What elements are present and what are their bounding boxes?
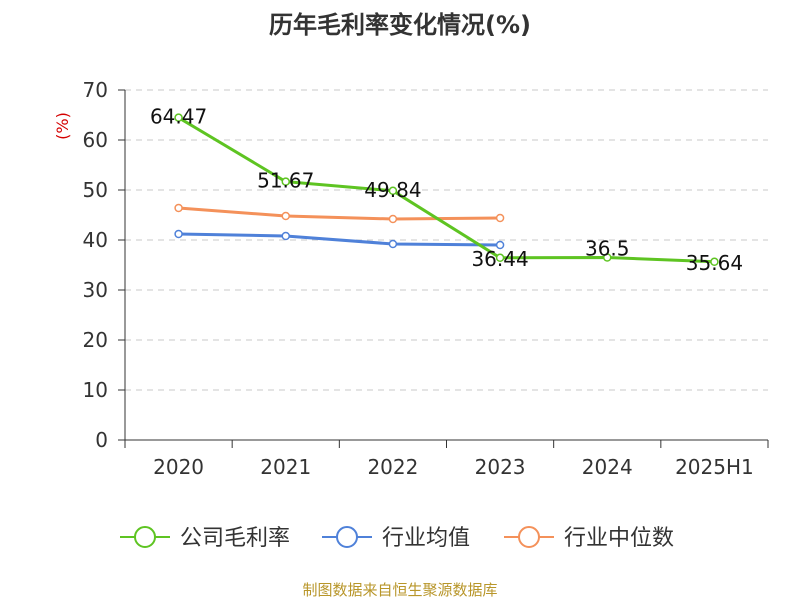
y-axis-label: (%) [53, 112, 72, 140]
legend-marker-1 [336, 526, 358, 548]
data-point-1-1 [281, 231, 290, 241]
x-tick-label: 2025H1 [675, 455, 754, 479]
y-tick-label: 50 [83, 178, 108, 202]
y-tick-labels: 0 10 20 30 40 50 60 70 [83, 78, 108, 452]
data-point-2-2 [388, 214, 398, 224]
data-point-0-5 [710, 257, 719, 267]
legend-label: 公司毛利率 [180, 526, 290, 551]
x-tick-label: 2020 [153, 455, 204, 479]
series-lines [174, 113, 719, 267]
data-point-1-0 [174, 229, 183, 239]
data-point-1-2 [388, 239, 398, 249]
data-labels: 64.47 51.67 49.84 36.44 36.5 35.64 [150, 105, 743, 275]
data-point-1-3 [495, 240, 505, 250]
data-point-0-0 [174, 113, 183, 122]
series-line-2 [178, 206, 501, 221]
x-tick-labels: 2020 2021 2022 2023 2024 2025H1 [153, 455, 754, 479]
x-tick-label: 2022 [367, 455, 418, 479]
data-label: 51.67 [257, 169, 314, 193]
data-label: 35.64 [686, 251, 743, 275]
data-label: 36.44 [471, 247, 528, 271]
y-tick-label: 0 [95, 428, 108, 452]
chart-title: 历年毛利率变化情况(%) [269, 11, 531, 39]
data-point-0-4 [603, 253, 612, 262]
y-tick-label: 30 [83, 278, 108, 302]
y-tick-label: 60 [83, 128, 108, 152]
legend: 公司毛利率 行业均值 行业中位数 [120, 526, 674, 551]
y-tick-label: 10 [83, 378, 108, 402]
legend-marker-2 [518, 526, 540, 548]
x-tick-label: 2021 [260, 455, 311, 479]
data-point-0-2 [388, 186, 398, 196]
data-point-2-3 [495, 213, 505, 223]
series-line-1 [178, 232, 501, 247]
source-note: 制图数据来自恒生聚源数据库 [302, 581, 497, 599]
data-point-0-1 [281, 177, 290, 186]
y-tick-label: 40 [83, 228, 108, 252]
data-point-0-3 [495, 253, 505, 263]
data-label: 49.84 [364, 178, 421, 202]
x-tick-label: 2023 [475, 455, 526, 479]
y-tick-label: 20 [83, 328, 108, 352]
grid-lines [125, 89, 768, 391]
legend-label: 行业均值 [382, 526, 470, 551]
data-label: 36.5 [585, 237, 630, 261]
series-line-0 [177, 116, 715, 264]
legend-marker-0 [134, 526, 156, 548]
data-point-2-0 [174, 203, 183, 213]
x-tick-label: 2024 [582, 455, 633, 479]
y-tick-label: 70 [83, 78, 108, 102]
legend-label: 行业中位数 [564, 526, 674, 551]
data-point-2-1 [281, 211, 290, 221]
axes [118, 89, 769, 448]
data-label: 64.47 [150, 105, 207, 129]
